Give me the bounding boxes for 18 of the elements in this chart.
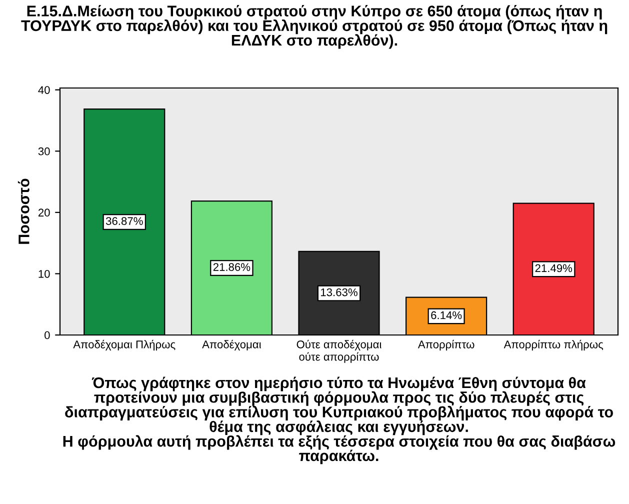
x-tick-label: Αποδέχομαι xyxy=(202,340,262,351)
data-label: 21.49% xyxy=(535,264,572,272)
y-tick-label: 30 xyxy=(38,147,50,156)
data-label: 6.14% xyxy=(431,311,462,320)
y-tick-label: 10 xyxy=(38,270,50,278)
data-label: 21.86% xyxy=(213,263,250,271)
y-tick-label: 0 xyxy=(44,331,50,340)
x-tick-label: Απορρίπτω πλήρως xyxy=(504,340,604,351)
x-axis-title: Όπως γράφτηκε στον ημερήσιο τύπο τα Ηνωμένα Έθνη σύντομα θα προτείνουν μια συμβιβαστική φόρμουλα προς τις δύο πλευρές στις διαπραγματεύσεις για επίλυση του Κυπριακού προβλήματος που αφορά το θέμα της ασφάλειας και εγγυήσεων. Η φόρμουλα αυτή προβλέπει τα εξής τέσσερα στοιχεία που θα σας διαβάσω παρακάτω. xyxy=(63,376,616,464)
y-tick-label: 20 xyxy=(38,208,50,217)
x-tick-label: Ούτε αποδέχομαι ούτε απορρίπτω xyxy=(296,340,382,363)
y-axis-title: Ποσοστό xyxy=(18,178,30,244)
data-label: 13.63% xyxy=(321,288,358,296)
x-tick-label: Απορρίπτω xyxy=(418,340,474,351)
chart-title: Ε.15.Δ.Μείωση του Τουρκικού στρατού στην Κύπρο σε 650 άτομα (όπως ήταν η ΤΟΥΡΔΥΚ στο παρελθόν) και του Ελληνικού στρατού σε 950 άτομα (Όπως ήταν η ΕΛΔΥΚ στο παρελθόν). xyxy=(21,5,608,49)
y-tick-label: 40 xyxy=(38,86,50,94)
x-tick-label: Αποδέχομαι Πλήρως xyxy=(73,340,176,351)
data-label: 36.87% xyxy=(106,217,143,225)
